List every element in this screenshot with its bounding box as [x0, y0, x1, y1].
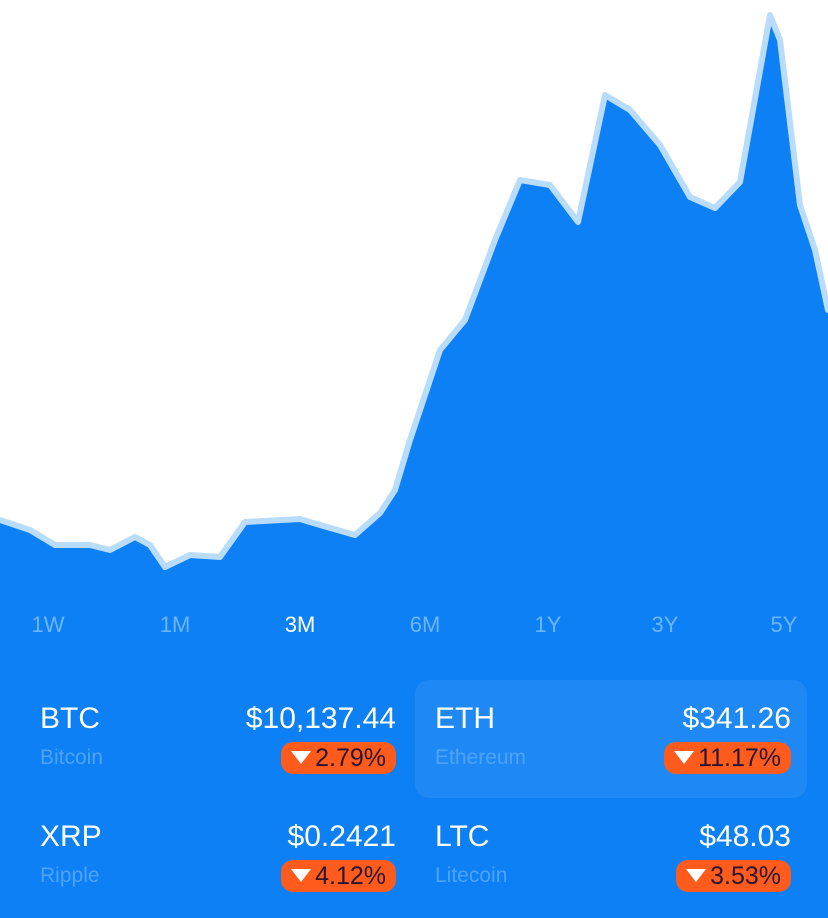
down-arrow — [291, 869, 312, 882]
change-value: 11.17% — [698, 744, 781, 772]
range-tab[interactable]: 3M — [284, 612, 316, 637]
coin-name: Litecoin — [435, 864, 508, 887]
down-arrow — [291, 751, 312, 764]
range-tab[interactable]: 6M — [409, 612, 441, 637]
coin-name: Ethereum — [435, 746, 527, 769]
range-tab[interactable]: 1W — [31, 612, 65, 637]
coin-symbol: LTC — [435, 820, 490, 853]
down-arrow — [686, 869, 707, 882]
coin-tile[interactable]: ETH Ethereum $341.26 11.17% — [415, 680, 807, 798]
coin-tile[interactable]: LTC Litecoin $48.03 3.53% — [415, 798, 807, 916]
coin-tile[interactable]: BTC Bitcoin $10,137.44 2.79% — [20, 680, 412, 798]
range-tab[interactable]: 5Y — [770, 612, 798, 637]
change-badge: 11.17% — [664, 742, 791, 774]
price-chart — [0, 12, 828, 620]
range-tab[interactable]: 1M — [159, 612, 191, 637]
down-arrow — [674, 751, 695, 764]
coin-name: Bitcoin — [40, 746, 104, 769]
coin-price: $10,137.44 — [245, 702, 396, 735]
change-badge: 3.53% — [676, 860, 791, 892]
coin-price: $48.03 — [699, 820, 791, 853]
change-badge: 4.12% — [281, 860, 396, 892]
chart-area — [0, 15, 828, 620]
chart-line — [0, 12, 828, 570]
coin-symbol: XRP — [40, 820, 102, 853]
range-tabs: 1W 1M 3M 6M 1Y 3Y 5Y — [0, 612, 828, 652]
change-value: 2.79% — [315, 744, 386, 772]
change-value: 4.12% — [315, 862, 386, 890]
range-tab[interactable]: 1Y — [534, 612, 562, 637]
coin-tile[interactable]: XRP Ripple $0.2421 4.12% — [20, 798, 412, 916]
coin-name: Ripple — [40, 864, 100, 887]
coin-price: $341.26 — [682, 702, 791, 735]
range-tab[interactable]: 3Y — [651, 612, 679, 637]
change-value: 3.53% — [710, 862, 781, 890]
coin-symbol: ETH — [435, 702, 495, 735]
change-badge: 2.79% — [281, 742, 396, 774]
coin-symbol: BTC — [40, 702, 100, 735]
coin-price: $0.2421 — [287, 820, 396, 853]
